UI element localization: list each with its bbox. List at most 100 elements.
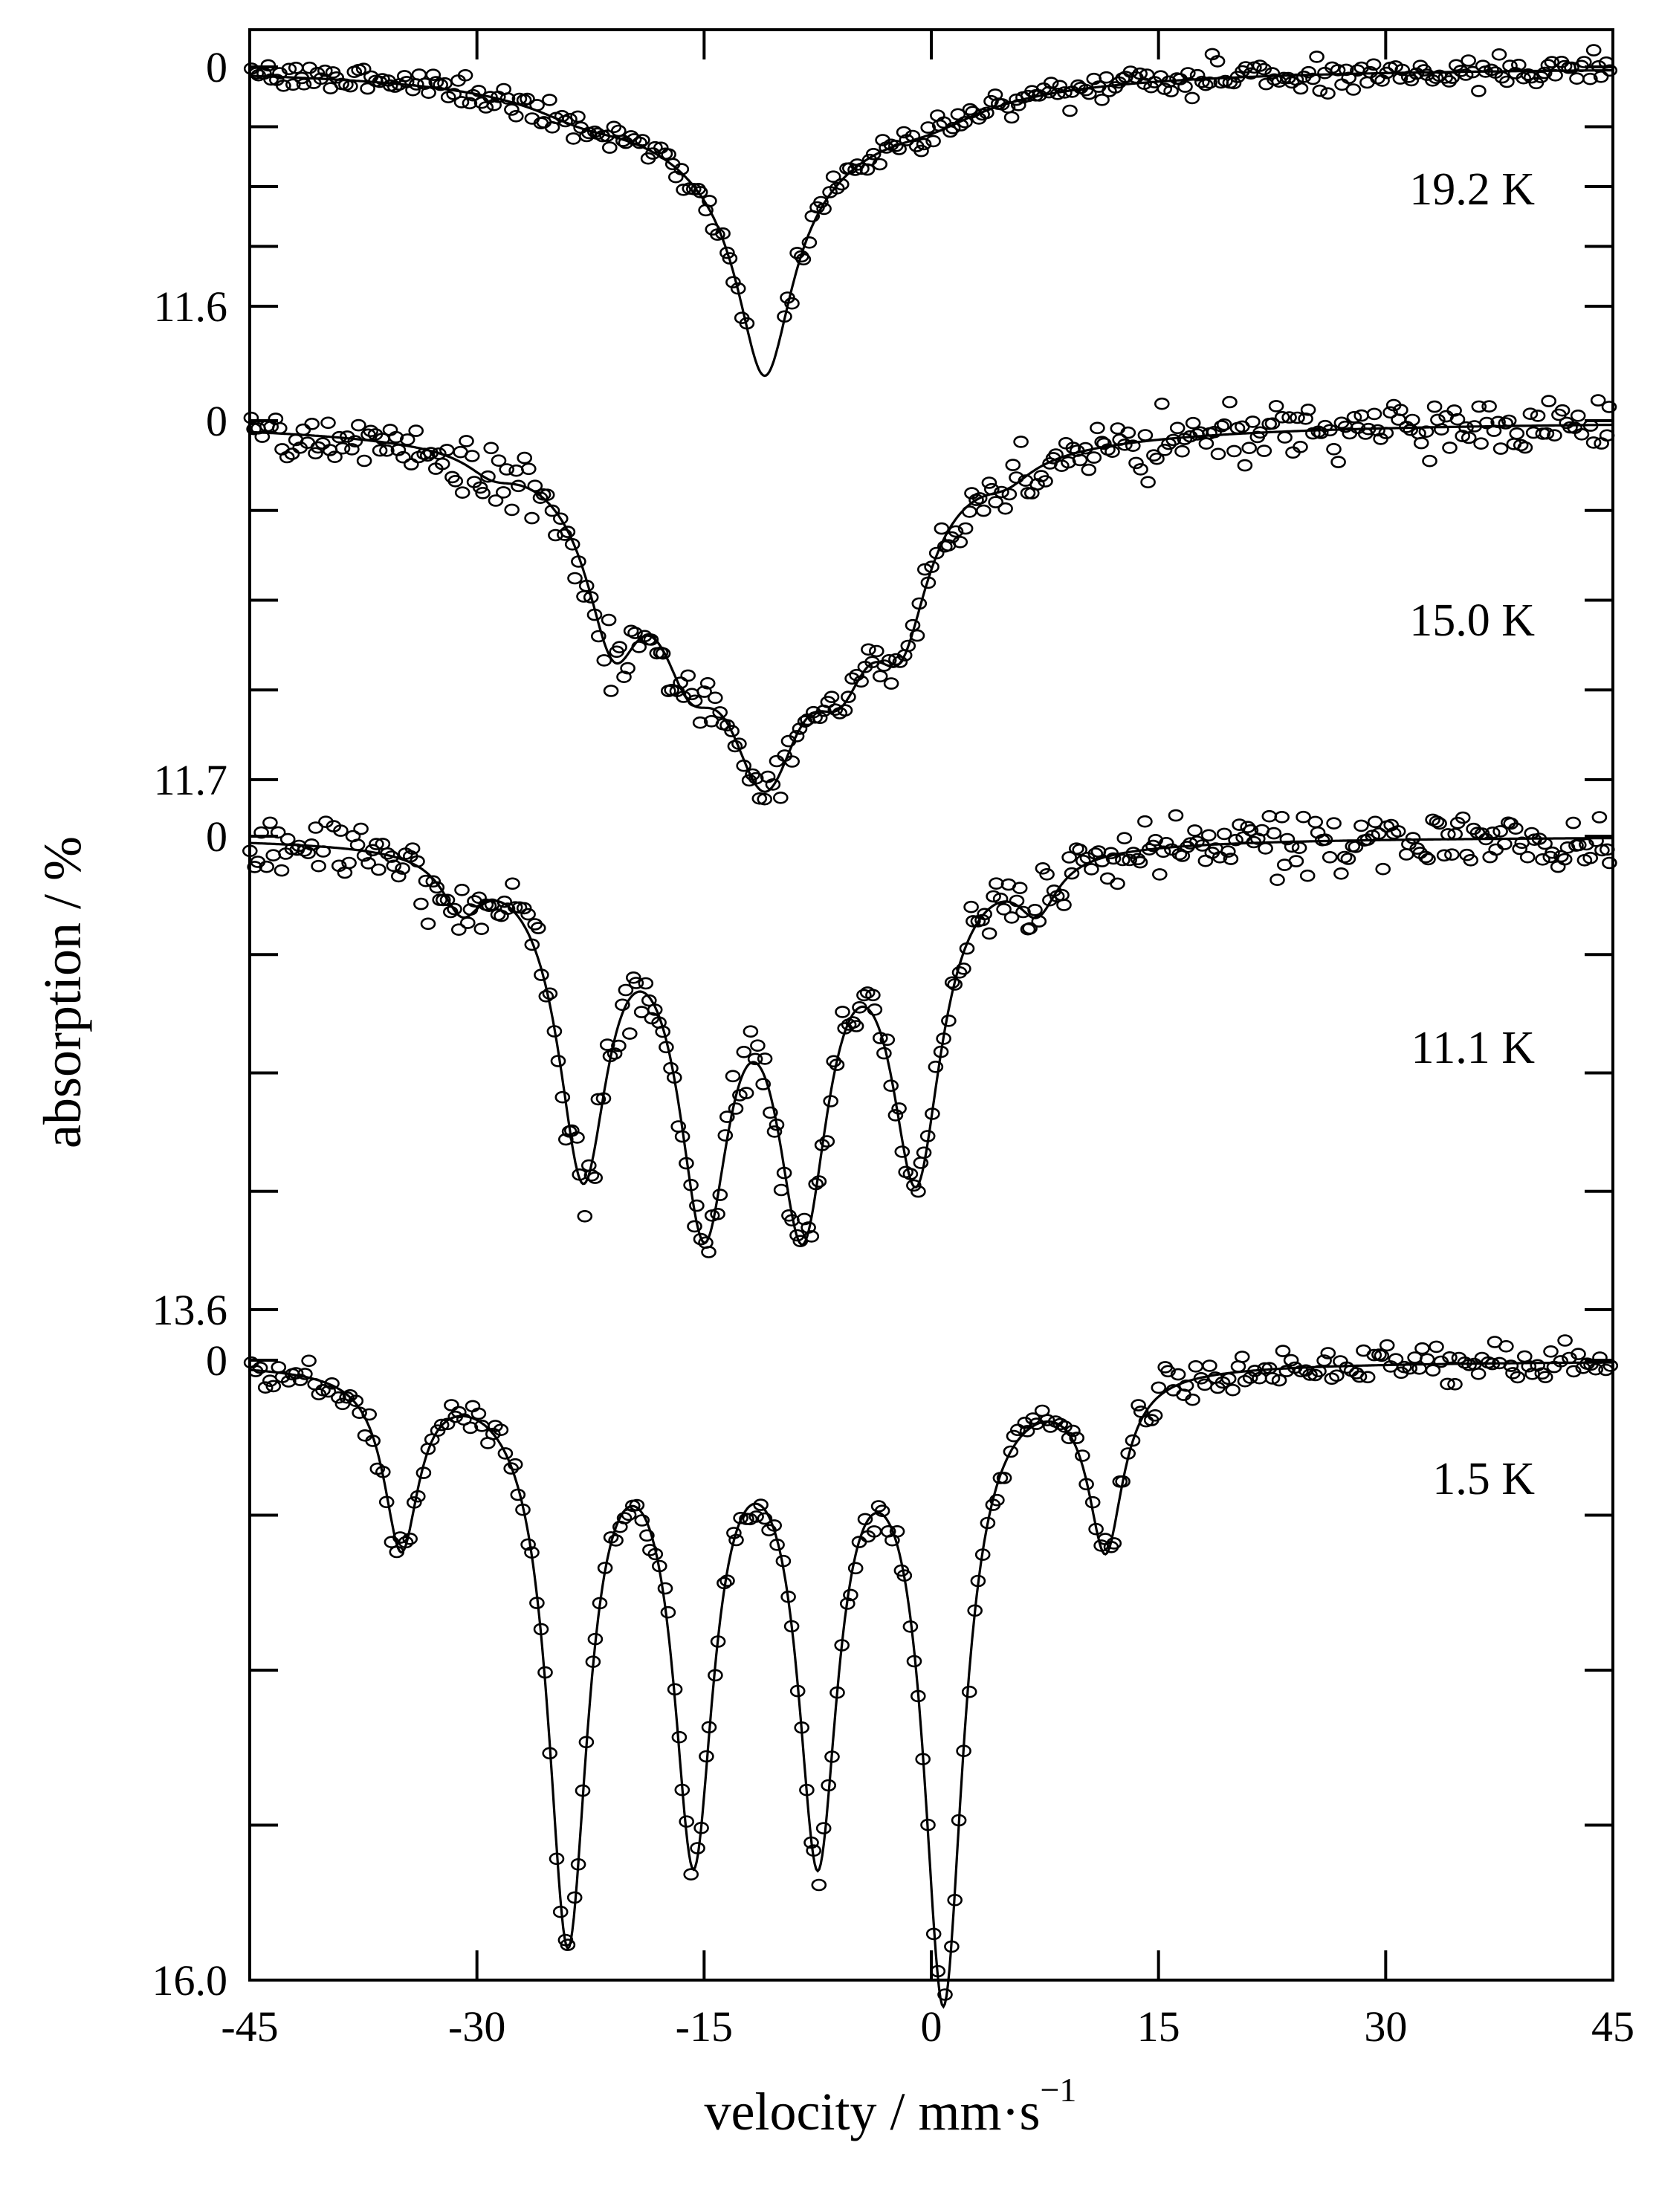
data-point [520,1538,536,1551]
data-point [655,1025,671,1038]
data-point [1598,56,1614,69]
data-point [924,560,939,573]
data-point [1420,853,1436,866]
data-point [447,902,462,916]
data-point [1065,442,1081,454]
data-point [425,875,442,888]
data-point [715,227,731,240]
data-point [945,122,961,135]
data-point [420,917,436,931]
data-point [1147,1409,1163,1422]
data-point [320,1385,337,1398]
data-point [1522,407,1539,421]
data-point [1001,488,1018,501]
temperature-label: 19.2 K [1409,164,1535,215]
data-point [708,1669,723,1682]
data-point [961,1685,977,1698]
data-point [738,1087,754,1099]
data-point [1429,1340,1444,1354]
data-point [957,522,974,535]
data-point [1374,74,1390,87]
data-point [1011,99,1026,111]
data-point [313,72,329,85]
data-point [462,97,478,110]
data-point [504,103,520,116]
data-point [803,1230,820,1243]
data-point [1553,850,1569,863]
data-point [808,1177,824,1191]
data-point [911,1689,926,1703]
data-point [399,433,415,446]
data-point [1284,840,1300,853]
data-point [680,669,696,682]
data-point [1317,833,1333,846]
data-point [1540,59,1556,71]
data-point [1157,443,1173,456]
data-point [724,725,740,737]
data-point [699,676,716,690]
data-point [454,486,470,499]
data-point [263,73,279,86]
data-point [347,435,363,448]
data-point [1419,1353,1435,1366]
data-point [1043,77,1059,89]
y-tick-label-max: 16.0 [152,1956,228,2005]
data-point [869,644,884,658]
data-point [679,1157,694,1170]
data-point [1283,1354,1299,1367]
data-point [527,479,543,493]
data-point [789,1229,805,1242]
data-point [447,474,464,488]
data-point [1133,463,1148,476]
data-point [920,1818,936,1831]
data-point [847,164,863,176]
data-point [360,82,375,95]
data-point [611,1039,627,1052]
data-point [590,630,607,643]
data-point [957,116,973,129]
data-point [470,1407,487,1420]
data-point [632,136,647,149]
data-point [784,755,800,768]
data-point [1312,84,1328,97]
data-point [1078,442,1093,455]
data-point [815,1822,832,1834]
x-tick-label: 45 [1591,2002,1634,2051]
data-point [1442,1351,1458,1364]
data-point [627,627,643,639]
data-point [896,1569,913,1582]
data-point [583,1169,600,1182]
data-point [750,1039,766,1052]
data-point [511,479,526,493]
data-point [524,938,540,951]
data-point [592,1597,608,1610]
data-point [865,148,882,161]
data-point [356,454,372,468]
data-point [343,80,358,93]
data-point [925,1927,942,1941]
x-tick-label: -15 [676,2002,733,2051]
data-point [616,1512,633,1524]
data-point [564,537,580,551]
data-point [499,463,515,476]
data-point [1065,1424,1081,1438]
data-point [493,1423,509,1436]
data-point [1602,1359,1619,1372]
data-point [1081,87,1097,100]
data-point [944,976,960,989]
data-point [712,706,728,719]
data-point [674,1783,690,1797]
data-point [450,923,467,936]
data-point [872,158,887,171]
data-point [974,913,990,927]
data-point [937,1988,953,2001]
data-point [364,844,381,857]
data-point [725,276,741,289]
data-point [341,856,357,870]
data-point [825,170,841,183]
data-point [307,1378,323,1391]
data-point [285,78,301,91]
data-point [1579,838,1594,851]
data-point [789,730,805,743]
data-point [1547,69,1563,82]
